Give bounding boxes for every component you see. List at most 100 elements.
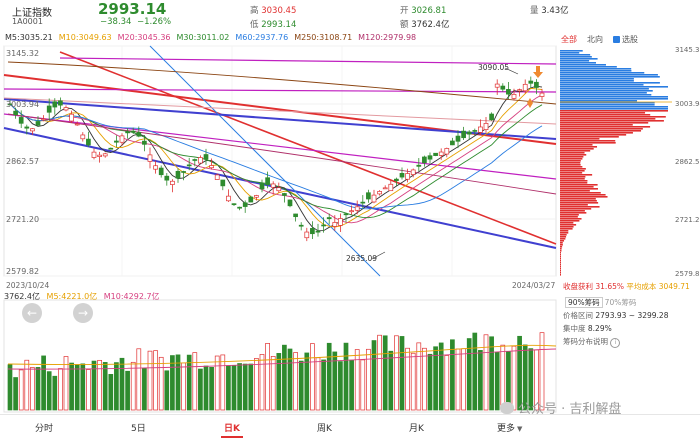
chip-bar-152	[560, 196, 608, 198]
candle-body-8	[52, 101, 58, 108]
tab-all[interactable]: 全部	[561, 35, 577, 44]
volume-bar-41	[237, 363, 242, 411]
chip-bar-222	[560, 266, 561, 268]
volume-bar-23	[136, 348, 142, 411]
tab-select[interactable]: 选股	[609, 33, 642, 46]
volume-bar-3	[24, 359, 30, 411]
candle-body-68	[388, 183, 394, 192]
chip-bar-132	[560, 176, 586, 178]
tab-monthly-k[interactable]: 月K	[409, 424, 424, 434]
ratio-tab-90[interactable]: 90%筹码	[565, 297, 603, 308]
candle-body-19	[114, 140, 119, 143]
chip-bar-228	[560, 272, 561, 274]
volume-bar-75	[427, 353, 433, 411]
candle-body-62	[354, 206, 360, 211]
scroll-right-button[interactable]: →	[73, 303, 93, 323]
volume-bar-85	[483, 334, 489, 411]
tab-fenshi[interactable]: 分时	[35, 424, 54, 434]
volume-bar-56	[321, 359, 326, 411]
scroll-left-button[interactable]: ←	[22, 303, 42, 323]
candle-body-24	[142, 140, 147, 145]
ma250-label: M250:3108.71	[294, 33, 353, 42]
candle-body-47	[270, 183, 276, 188]
candle-body-74	[422, 156, 427, 164]
chip-distribution	[560, 50, 672, 276]
tab-weekly-k[interactable]: 周K	[317, 424, 332, 434]
tab-more[interactable]: 更多 ▼	[497, 421, 522, 434]
volume-bar-64	[366, 348, 371, 411]
tab-select-label: 选股	[622, 35, 638, 44]
volume-bar-6	[41, 355, 46, 411]
volume-bar-74	[422, 347, 427, 411]
volume-bar-25	[147, 350, 153, 411]
tab-daily-k[interactable]: 日K	[224, 424, 240, 434]
chip-bar-208	[560, 252, 561, 254]
candle-body-15	[91, 151, 97, 158]
chip-help-link[interactable]: 筹码分布说明	[563, 337, 608, 346]
volume-bar-68	[388, 350, 394, 411]
ma5-label: M5:3035.21	[5, 33, 53, 42]
arrow-right-icon: →	[77, 306, 89, 320]
avg-cost-value: 3049.71	[658, 282, 690, 291]
candle-body-44	[254, 195, 259, 198]
kline-chart[interactable]: 3145.32 3003.94 2862.57 2721.20 2579.82 …	[0, 44, 700, 414]
volume-bar-46	[265, 343, 270, 411]
candle-body-16	[97, 154, 102, 157]
ratio-tab-70[interactable]: 70%筹码	[604, 298, 637, 307]
chip-bar-52	[560, 96, 668, 98]
ma-line-m30	[9, 103, 543, 219]
volume-bar-24	[142, 367, 147, 411]
chip-bar-188	[560, 232, 569, 234]
volume-bar-37	[214, 355, 220, 411]
chip-bar-194	[560, 238, 566, 240]
low-annotation-arrow	[371, 251, 386, 260]
volume-bar-67	[382, 335, 388, 411]
chip-bar-106	[560, 150, 591, 152]
period-nav: 分时 5日 日K 周K 月K 更多 ▼	[0, 414, 700, 439]
volume-bar-84	[478, 350, 483, 411]
ma-line-m5	[9, 85, 543, 232]
ma-line-m60	[9, 103, 543, 210]
chip-bar-38	[560, 82, 660, 84]
chip-bar-92	[560, 136, 619, 138]
chip-bar-46	[560, 90, 653, 92]
trendline-blue-thin	[149, 45, 381, 277]
chip-bar-124	[560, 168, 586, 170]
chip-bar-214	[560, 258, 561, 260]
trendline-pink	[3, 97, 557, 125]
info-icon[interactable]: i	[610, 338, 621, 348]
candle-body-9	[58, 100, 63, 106]
high-label: 高	[250, 6, 259, 16]
volume-m10: M10:4292.7亿	[103, 292, 160, 301]
chip-bar-32	[560, 76, 660, 78]
candle-body-27	[158, 167, 164, 176]
volume-bar-83	[472, 332, 478, 411]
volume-bar-20	[119, 357, 125, 411]
candle-body-67	[382, 187, 388, 190]
tab-north[interactable]: 北向	[587, 35, 603, 44]
left-tick-4: 2579.82	[6, 267, 39, 276]
candle-body-89	[506, 89, 511, 95]
chip-bar-134	[560, 178, 585, 180]
candle-body-6	[41, 118, 46, 121]
volume-bar-11	[69, 362, 74, 411]
volume-bar-10	[63, 356, 69, 411]
chip-bar-74	[560, 118, 656, 120]
chip-bar-84	[560, 128, 643, 130]
volume-bar-39	[226, 365, 231, 411]
tab-5day[interactable]: 5日	[131, 424, 146, 434]
open-quote: 开 3026.81	[400, 4, 446, 16]
volume-m5: M5:4221.0亿	[46, 292, 98, 301]
chip-bar-130	[560, 174, 593, 176]
right-tick-3: 2721.20	[675, 216, 700, 224]
chip-bar-112	[560, 156, 584, 158]
down-arrow-icon	[533, 66, 543, 78]
candle-body-66	[377, 191, 382, 195]
candle-body-51	[293, 213, 298, 218]
price-range-value: 2793.93 ~ 3299.28	[595, 311, 669, 320]
chip-bar-94	[560, 138, 600, 140]
ma120-label: M120:2979.98	[358, 33, 417, 42]
volume-bar-59	[338, 361, 343, 411]
candle-body-83	[472, 130, 478, 132]
diamond-marker-icon	[527, 98, 533, 108]
